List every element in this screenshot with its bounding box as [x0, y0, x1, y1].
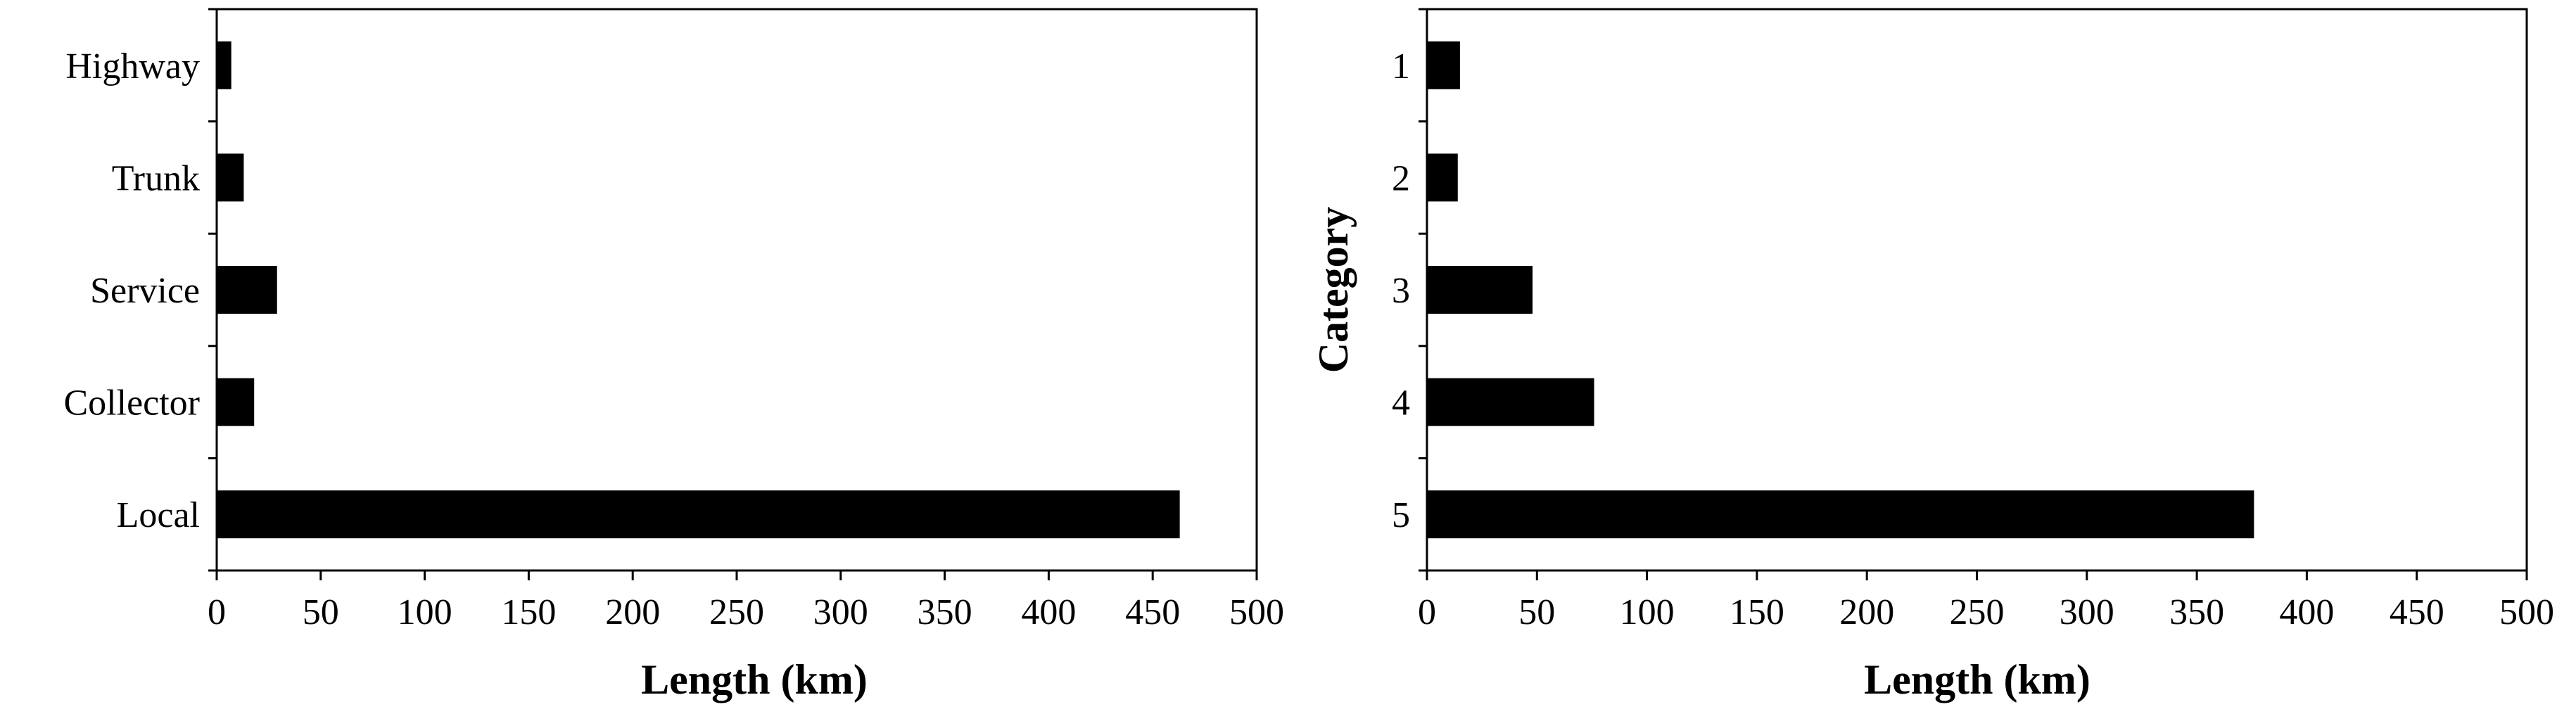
- x-tick-label: 200: [605, 592, 660, 632]
- x-tick-label: 50: [303, 592, 339, 632]
- y-axis-ticks: Highway Trunk Service Collector Local: [63, 8, 217, 572]
- y-tick-label: Collector: [63, 383, 200, 423]
- x-tick-label: 450: [1125, 592, 1180, 632]
- x-tick-label: 300: [2060, 592, 2114, 632]
- x-tick-label: 150: [501, 592, 556, 632]
- x-tick-label: 250: [709, 592, 764, 632]
- y-tick-label: 5: [1392, 495, 1410, 535]
- x-tick-label: 400: [2279, 592, 2334, 632]
- x-tick-label: 350: [2169, 592, 2224, 632]
- x-axis-label: Length (km): [1864, 656, 2090, 703]
- bar: [217, 490, 1180, 539]
- x-tick-label: 250: [1950, 592, 2005, 632]
- y-tick-label: 1: [1392, 46, 1410, 87]
- y-tick-label: 2: [1392, 158, 1410, 198]
- x-tick-label: 350: [918, 592, 972, 632]
- x-tick-label: 400: [1021, 592, 1076, 632]
- bars: [1427, 41, 2254, 539]
- chart-category: 1 2 3 4 5 0 50 100 150 200 250 300 350 400 450 500 Len…: [1310, 8, 2554, 703]
- bar: [1427, 490, 2254, 539]
- x-tick-label: 0: [208, 592, 226, 632]
- x-tick-label: 150: [1730, 592, 1784, 632]
- plot-frame: [215, 8, 1258, 572]
- y-tick-label: Service: [90, 271, 200, 311]
- y-tick-label: Highway: [65, 46, 200, 87]
- bar: [1427, 266, 1533, 314]
- bar: [1427, 378, 1594, 426]
- x-tick-label: 100: [398, 592, 452, 632]
- x-axis-ticks: 0 50 100 150 200 250 300 350 400 450 500: [208, 570, 1284, 632]
- x-tick-label: 0: [1418, 592, 1436, 632]
- bar: [217, 378, 255, 426]
- x-tick-label: 500: [1229, 592, 1284, 632]
- y-tick-label: 4: [1392, 383, 1410, 423]
- x-axis-label: Length (km): [641, 656, 868, 703]
- bar: [217, 41, 231, 89]
- x-tick-label: 50: [1518, 592, 1555, 632]
- bar: [217, 266, 277, 314]
- x-tick-label: 450: [2390, 592, 2444, 632]
- bars: [217, 41, 1180, 539]
- y-tick-label: 3: [1392, 271, 1410, 311]
- y-tick-label: Trunk: [112, 158, 200, 198]
- bar: [217, 153, 244, 202]
- chart-road-type: Highway Trunk Service Collector Local 0 50 100…: [63, 8, 1284, 703]
- plot-frame: [1426, 8, 2528, 572]
- bar: [1427, 153, 1458, 202]
- x-tick-label: 300: [813, 592, 868, 632]
- x-axis-ticks: 0 50 100 150 200 250 300 350 400 450 500: [1418, 570, 2554, 632]
- x-tick-label: 200: [1839, 592, 1894, 632]
- y-axis-ticks: 1 2 3 4 5: [1392, 8, 1427, 572]
- y-tick-label: Local: [117, 495, 200, 535]
- y-axis-label: Category: [1310, 207, 1357, 374]
- x-tick-label: 100: [1620, 592, 1675, 632]
- bar: [1427, 41, 1460, 89]
- x-tick-label: 500: [2499, 592, 2554, 632]
